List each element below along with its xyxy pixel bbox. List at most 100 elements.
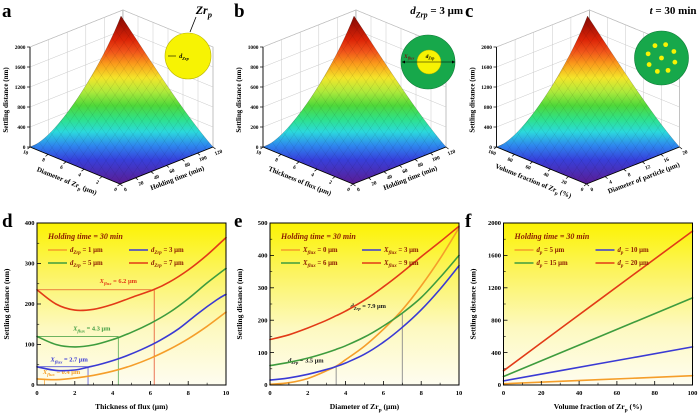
svg-text:1600: 1600 — [488, 253, 501, 260]
svg-text:8: 8 — [420, 390, 424, 397]
svg-text:800: 800 — [484, 105, 492, 111]
svg-text:1200: 1200 — [15, 85, 26, 91]
legend-title: Holding time = 30 min — [47, 232, 123, 241]
x-axis: 0 2 4 6 8 10 — [35, 381, 229, 397]
svg-text:0: 0 — [489, 145, 492, 151]
particle-dot — [663, 42, 669, 48]
svg-text:1200: 1200 — [481, 85, 492, 91]
svg-text:120: 120 — [447, 149, 457, 158]
svg-text:400: 400 — [250, 105, 258, 111]
svg-text:0: 0 — [580, 187, 585, 194]
legend-entry-label: dZrp = 3 μm — [151, 247, 184, 256]
svg-text:20: 20 — [538, 390, 545, 397]
inset-label-flux: Xflux — [403, 54, 414, 61]
plot-background — [503, 223, 693, 385]
x-axis-label: Diameter of Zrp (μm) — [330, 402, 400, 413]
panel-c-letter: c — [465, 1, 474, 22]
svg-text:0: 0 — [35, 390, 38, 397]
series-line-dZrp-7um — [36, 236, 227, 312]
svg-text:100: 100 — [431, 155, 441, 164]
svg-text:0: 0 — [346, 187, 351, 194]
z-axis: 0 400 800 1200 1600 2000 — [481, 45, 497, 151]
svg-text:200: 200 — [258, 317, 268, 324]
particle-dot — [652, 43, 658, 49]
legend-title: Holding time = 30 min — [280, 232, 356, 241]
svg-text:0: 0 — [23, 145, 26, 151]
svg-text:0: 0 — [590, 187, 595, 194]
svg-text:60: 60 — [402, 168, 409, 176]
y-axis: 0 100 200 300 400 500 — [258, 220, 274, 389]
legend-entry-label: Xflux = 6 μm — [302, 260, 338, 269]
panel-title: t = 30 min — [650, 5, 697, 17]
svg-text:1200: 1200 — [488, 285, 501, 292]
legend-entry-label: Xflux = 9 μm — [383, 260, 419, 269]
svg-text:400: 400 — [17, 125, 25, 131]
svg-text:20: 20 — [560, 179, 567, 187]
svg-text:800: 800 — [491, 317, 501, 324]
svg-text:60: 60 — [169, 168, 176, 176]
svg-text:8: 8 — [274, 157, 279, 164]
inset-schematic: dZrp — [164, 16, 212, 80]
svg-text:300: 300 — [25, 261, 35, 268]
svg-text:8: 8 — [627, 172, 632, 179]
svg-text:2: 2 — [95, 179, 100, 186]
svg-text:6: 6 — [59, 165, 64, 172]
panel-d-2d: Xflux = 0.4 μm Xflux = 2.7 μm Xflux = 4.3 … — [2, 220, 229, 411]
svg-text:40: 40 — [153, 174, 160, 182]
svg-text:100: 100 — [258, 350, 268, 357]
svg-text:4: 4 — [608, 179, 613, 186]
annotation-label: Xflux = 2.7 μm — [49, 357, 88, 365]
inset-label: dZrp — [179, 54, 189, 61]
particle-dot — [671, 49, 677, 54]
svg-text:4: 4 — [310, 172, 315, 179]
inset-schematic — [634, 30, 689, 86]
svg-text:20: 20 — [682, 149, 689, 157]
svg-text:600: 600 — [250, 85, 258, 91]
surface — [29, 15, 214, 185]
x-axis: 0 20 40 60 80 100 — [502, 381, 697, 397]
z-axis: 0 400 800 1200 1600 2000 — [15, 45, 31, 151]
svg-text:80: 80 — [651, 390, 658, 397]
legend-entry-label: dp = 10 μm — [618, 247, 649, 256]
svg-text:16: 16 — [663, 157, 670, 165]
svg-text:80: 80 — [417, 162, 424, 170]
x-axis-label: Volume fraction of Zrp (%) — [554, 402, 643, 413]
inset-label-particle: dZrp — [426, 54, 435, 61]
svg-text:10: 10 — [22, 149, 29, 157]
svg-text:6: 6 — [292, 165, 297, 172]
annotation-label: Xflux = 4.3 μm — [72, 326, 111, 334]
legend-entry-label: dZrp = 1 μm — [70, 247, 103, 256]
svg-text:6: 6 — [149, 390, 153, 397]
particle-dot — [654, 68, 660, 74]
legend: Holding time = 30 min dp = 5 μm dp = 10 μm… — [514, 232, 649, 269]
legend-entry-label: dZrp = 7 μm — [151, 260, 184, 269]
svg-text:6: 6 — [382, 390, 386, 397]
row-2d-plots: Xflux = 0.4 μm Xflux = 2.7 μm Xflux = 4.3 … — [0, 210, 700, 419]
y-axis: 0 400 800 1200 1600 2000 — [488, 220, 508, 389]
svg-text:800: 800 — [17, 105, 25, 111]
panel-title: Zrp — [195, 3, 213, 20]
svg-text:0: 0 — [31, 382, 34, 389]
y-axis-label: Settling distance (nm) — [2, 268, 11, 339]
panel-f-line-plot: 0 20 40 60 80 100 0 400 800 1200 1600 2000 Volume fr… — [469, 220, 698, 413]
panel-f-2d: 0 20 40 60 80 100 0 400 800 1200 1600 2000 Volume fr… — [469, 220, 698, 413]
svg-text:4: 4 — [77, 172, 82, 179]
panel-b-letter: b — [234, 1, 245, 22]
series-line-dZrp-1um — [36, 311, 227, 381]
svg-text:800: 800 — [250, 65, 258, 71]
particle-dot — [645, 51, 651, 57]
svg-text:0: 0 — [356, 187, 361, 194]
x-axis-label: Thickness of flux (μm) — [95, 402, 168, 411]
svg-text:200: 200 — [250, 125, 258, 131]
svg-text:0: 0 — [264, 382, 267, 389]
legend-title: Holding time = 30 min — [514, 232, 590, 241]
svg-text:40: 40 — [542, 172, 549, 180]
svg-text:100: 100 — [487, 149, 497, 158]
svg-text:10: 10 — [223, 390, 230, 397]
svg-text:120: 120 — [214, 149, 224, 158]
svg-text:60: 60 — [614, 390, 621, 397]
legend-entry-label: dZrp = 5 μm — [70, 260, 103, 269]
